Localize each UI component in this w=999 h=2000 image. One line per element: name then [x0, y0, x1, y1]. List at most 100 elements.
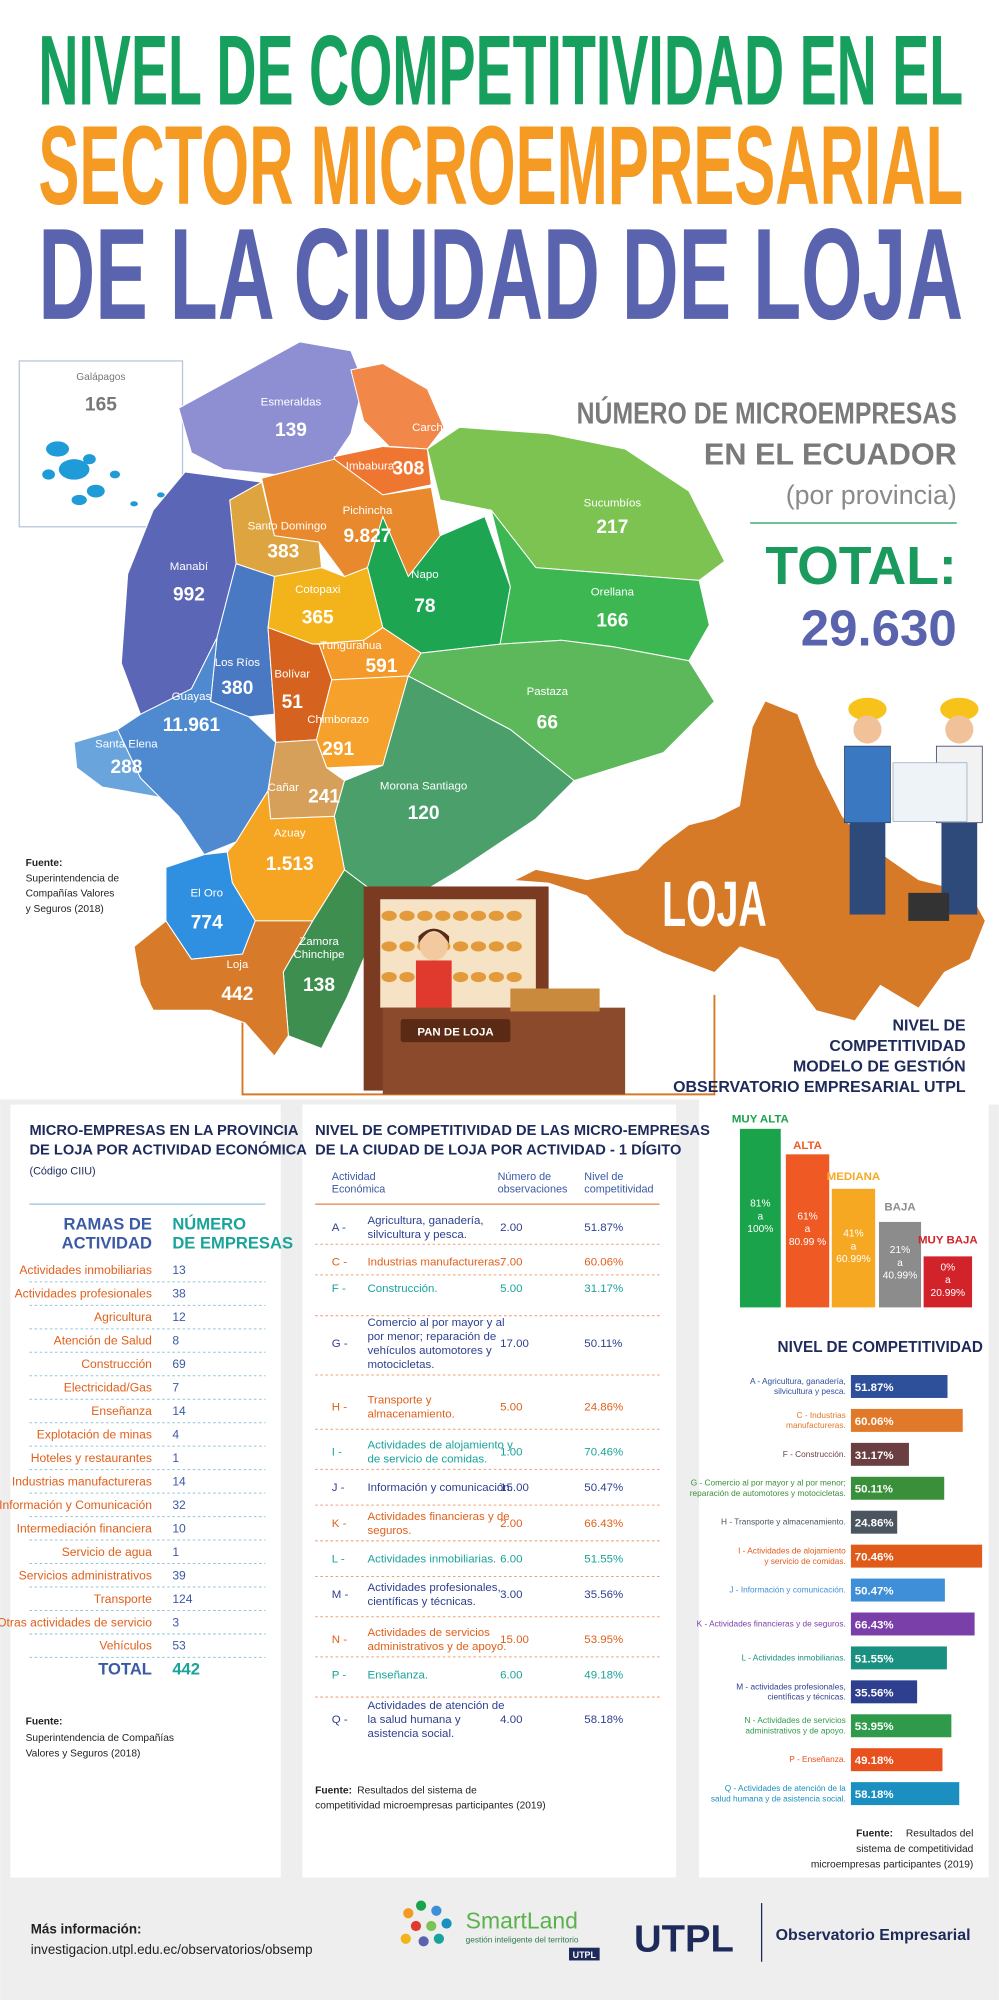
logo-dot: [431, 1905, 442, 1916]
row-name: Explotación de minas: [37, 1428, 152, 1442]
level-name: MEDIANA: [827, 1171, 881, 1183]
row-name: Atención de Salud: [54, 1334, 152, 1348]
row-activity: silvicultura y pesca.: [367, 1229, 466, 1241]
model-title: MODELO DE GESTIÓN: [793, 1056, 966, 1075]
level-range: a: [805, 1224, 811, 1235]
row-activity: Agricultura, ganadería,: [367, 1215, 483, 1227]
bar: [850, 1646, 947, 1670]
row-level: 60.06%: [584, 1256, 623, 1268]
bar: [850, 1544, 983, 1568]
province: [267, 566, 384, 645]
bread: [399, 971, 415, 983]
title-line: DE LA CIUDAD DE LOJA: [38, 201, 963, 347]
worker-body: [844, 745, 891, 824]
province-value: 138: [303, 975, 335, 996]
level-name: MUY BAJA: [918, 1235, 978, 1247]
level-range: 61%: [797, 1211, 817, 1222]
row-observations: 17.00: [500, 1338, 529, 1350]
level-bar: [739, 1128, 781, 1308]
source-text: Superintendencia de: [26, 873, 120, 884]
province-name: Chimborazo: [307, 714, 369, 726]
row-level: 70.46%: [584, 1446, 623, 1458]
row-activity: Información y comunicación.: [367, 1482, 512, 1494]
category-label: I - Actividades de alojamiento: [738, 1546, 846, 1556]
row-name: Otras actividades de servicio: [0, 1615, 152, 1629]
source-text: competitividad microempresas participant…: [315, 1801, 545, 1812]
bread: [381, 910, 397, 921]
island: [109, 470, 121, 479]
province-name: El Oro: [191, 888, 224, 900]
value-label: 50.11%: [855, 1484, 893, 1496]
row-name: Actividades profesionales: [15, 1287, 152, 1301]
bread: [381, 971, 397, 983]
bar: [850, 1375, 948, 1398]
source-text: microempresas participantes (2019): [811, 1859, 974, 1870]
bread: [381, 941, 397, 952]
row-name: Vehículos: [99, 1639, 152, 1653]
level-range: 81%: [750, 1199, 770, 1210]
level-name: ALTA: [793, 1140, 822, 1152]
province-name-line: Zamora: [299, 936, 339, 948]
category-label: M - actividades profesionales,: [736, 1681, 846, 1691]
column-header: Nivel de: [584, 1171, 623, 1183]
row-activity: vehículos automotores y: [367, 1345, 492, 1357]
row-level: 53.95%: [584, 1634, 623, 1646]
level-range: 80.99 %: [789, 1237, 826, 1248]
province-value: 383: [267, 541, 299, 562]
row-name: Transporte: [94, 1592, 152, 1606]
province-name: Carchi: [412, 422, 445, 434]
value-label: 50.47%: [855, 1586, 894, 1598]
shop-sign: [400, 1019, 511, 1043]
column-header: observaciones: [498, 1184, 568, 1196]
category-label: Q - Actividades de atención de la: [725, 1783, 846, 1793]
bar: [850, 1782, 960, 1806]
province-name: Santa Elena: [95, 738, 158, 750]
value-label: 31.17%: [855, 1450, 894, 1462]
row-code: P -: [332, 1670, 347, 1682]
category-label: C - Industrias: [797, 1410, 846, 1420]
province-name: Cañar: [268, 782, 299, 794]
province-value: 1.513: [266, 854, 314, 875]
footer-url: investigacion.utpl.edu.ec/observatorios/…: [31, 1942, 313, 1957]
bread: [506, 910, 522, 921]
bar: [850, 1476, 945, 1500]
value-label: 70.46%: [855, 1552, 894, 1564]
province-value: 365: [302, 608, 334, 629]
level-range: a: [758, 1211, 764, 1222]
map-subheading: (por provincia): [786, 480, 957, 510]
row-value: 4: [172, 1428, 179, 1442]
row-name: Construcción: [81, 1357, 152, 1371]
source-label: Fuente:: [856, 1829, 893, 1840]
island: [58, 459, 90, 480]
logo-dot: [426, 1920, 437, 1932]
bar: [850, 1578, 945, 1602]
row-level: 49.18%: [584, 1670, 623, 1682]
row-code: J -: [332, 1482, 345, 1494]
province-name: Santo Domingo: [248, 520, 327, 532]
category-label: y servicio de comidas.: [764, 1556, 845, 1566]
row-code: L -: [332, 1554, 345, 1566]
row-activity: Comercio al por mayor y al: [367, 1317, 504, 1329]
row-activity: Enseñanza.: [367, 1670, 428, 1682]
row-level: 51.87%: [584, 1222, 623, 1234]
row-code: H -: [332, 1402, 347, 1414]
category-label: reparación de automotores y motocicletas…: [690, 1488, 846, 1498]
row-code: K -: [332, 1518, 347, 1530]
title-line: NIVEL DE COMPETITIVIDAD EN EL: [38, 16, 963, 127]
category-label: manufactureras.: [786, 1420, 846, 1430]
row-observations: 15.00: [500, 1634, 529, 1646]
province-value: 166: [596, 610, 628, 631]
level-range: a: [945, 1275, 951, 1286]
bar: [850, 1612, 975, 1636]
baker-hair: [418, 928, 450, 944]
row-code: C -: [332, 1256, 347, 1268]
source-label: Fuente:: [26, 1716, 63, 1727]
level-range: a: [851, 1241, 857, 1252]
island: [71, 494, 87, 506]
row-value: 39: [172, 1568, 186, 1582]
island: [46, 441, 70, 457]
model-title: COMPETITIVIDAD: [829, 1038, 965, 1055]
row-level: 35.56%: [584, 1589, 623, 1601]
worker-head: [945, 715, 974, 744]
row-value: 53: [172, 1639, 186, 1653]
